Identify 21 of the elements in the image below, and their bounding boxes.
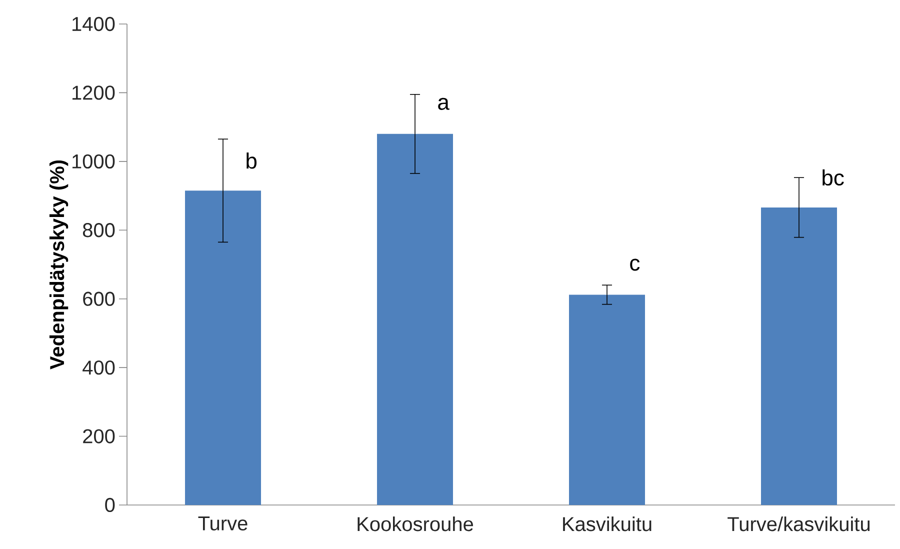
- y-axis-title: Vedenpidätyskyky (%): [49, 160, 68, 370]
- y-tick-label: 1000: [72, 154, 115, 168]
- annotation: a: [438, 98, 450, 110]
- bar: [377, 134, 454, 505]
- annotation: bc: [822, 169, 844, 186]
- bar: [185, 190, 262, 505]
- bar: [760, 207, 837, 505]
- y-tick-label: 1200: [72, 86, 115, 100]
- x-tick-label: Turve/kasvikuitu: [728, 516, 870, 532]
- annotation: c: [630, 258, 640, 271]
- y-tick-label: 0: [105, 498, 115, 512]
- annotation: b: [246, 152, 257, 169]
- y-tick-label: 800: [82, 223, 115, 238]
- x-tick-label: Kookosrouhe: [358, 516, 474, 532]
- y-tick-label: 600: [83, 292, 115, 306]
- x-tick-label: Turve: [198, 516, 248, 530]
- y-tick-label: 1400: [72, 16, 115, 32]
- y-tick-label: 400: [82, 360, 115, 375]
- x-tick-label: Kasvikuitu: [563, 516, 652, 532]
- y-tick-label: 200: [83, 429, 115, 444]
- bar: [569, 294, 645, 505]
